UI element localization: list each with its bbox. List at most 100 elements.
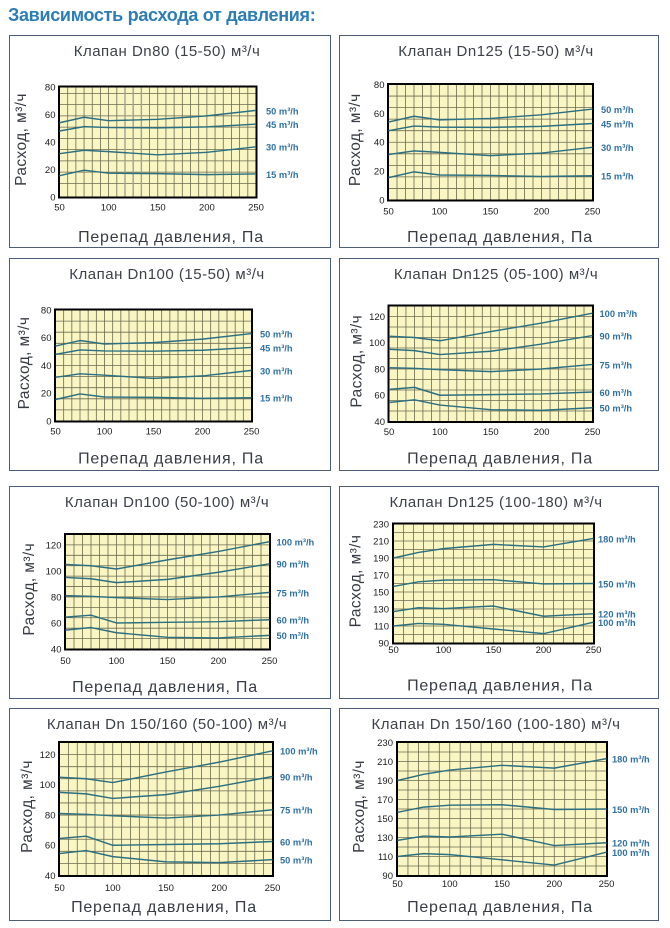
svg-text:60 m³/h: 60 m³/h <box>600 387 633 397</box>
svg-text:Расход, м³/ч: Расход, м³/ч <box>19 760 36 853</box>
svg-text:120: 120 <box>40 750 56 761</box>
svg-text:50: 50 <box>384 426 395 437</box>
svg-text:Расход, м³/ч: Расход, м³/ч <box>348 534 365 627</box>
svg-text:50: 50 <box>54 203 65 214</box>
svg-text:250: 250 <box>244 426 260 437</box>
svg-text:50 m³/h: 50 m³/h <box>266 106 299 116</box>
svg-text:230: 230 <box>377 738 393 749</box>
svg-text:100 m³/h: 100 m³/h <box>600 309 638 319</box>
svg-text:100: 100 <box>40 780 56 791</box>
svg-text:250: 250 <box>585 426 601 437</box>
svg-text:Клапан Dn 150/160 (100-180) м³: Клапан Dn 150/160 (100-180) м³/ч <box>372 716 621 733</box>
svg-text:80: 80 <box>41 305 52 316</box>
svg-text:75 m³/h: 75 m³/h <box>277 588 310 598</box>
svg-text:250: 250 <box>585 206 601 217</box>
svg-text:0: 0 <box>46 416 51 427</box>
svg-text:60: 60 <box>45 110 56 121</box>
svg-text:50: 50 <box>383 206 394 217</box>
svg-text:50: 50 <box>392 879 403 890</box>
svg-text:Перепад давления, Па: Перепад давления, Па <box>72 679 258 696</box>
svg-text:Клапан Dn125 (15-50) м³/ч: Клапан Dn125 (15-50) м³/ч <box>398 43 593 60</box>
svg-text:100: 100 <box>101 203 117 214</box>
svg-text:40: 40 <box>41 360 52 371</box>
svg-text:150: 150 <box>373 587 389 598</box>
svg-text:Перепад давления, Па: Перепад давления, Па <box>407 899 593 916</box>
svg-text:50: 50 <box>60 655 71 666</box>
svg-text:80: 80 <box>374 80 385 91</box>
svg-text:200: 200 <box>534 206 550 217</box>
svg-text:50 m³/h: 50 m³/h <box>277 631 310 641</box>
svg-text:40: 40 <box>374 138 385 149</box>
svg-text:60: 60 <box>374 390 385 401</box>
svg-text:40: 40 <box>374 416 385 427</box>
svg-text:90: 90 <box>382 871 393 882</box>
svg-text:Клапан Dn100 (15-50) м³/ч: Клапан Dn100 (15-50) м³/ч <box>69 266 264 283</box>
svg-text:Перепад давления, Па: Перепад давления, Па <box>407 450 593 467</box>
svg-text:120 m³/h: 120 m³/h <box>612 839 650 849</box>
svg-text:130: 130 <box>373 604 389 615</box>
svg-text:170: 170 <box>373 570 389 581</box>
svg-text:Клапан Dn100 (50-100) м³/ч: Клапан Dn100 (50-100) м³/ч <box>65 494 269 511</box>
svg-text:100 m³/h: 100 m³/h <box>598 618 636 628</box>
svg-text:150 m³/h: 150 m³/h <box>612 805 650 815</box>
svg-text:100: 100 <box>97 426 113 437</box>
svg-text:180 m³/h: 180 m³/h <box>598 534 636 544</box>
svg-text:15 m³/h: 15 m³/h <box>260 393 293 403</box>
svg-text:50: 50 <box>388 644 399 655</box>
svg-text:Перепад давления, Па: Перепад давления, Па <box>71 899 257 916</box>
svg-text:130: 130 <box>377 833 393 844</box>
svg-text:60: 60 <box>45 841 56 852</box>
svg-text:210: 210 <box>373 536 389 547</box>
svg-text:60: 60 <box>374 109 385 120</box>
svg-text:40: 40 <box>45 137 56 148</box>
svg-text:45 m³/h: 45 m³/h <box>260 343 293 353</box>
svg-text:30 m³/h: 30 m³/h <box>260 366 293 376</box>
svg-text:180 m³/h: 180 m³/h <box>612 755 650 765</box>
svg-text:Перепад давления, Па: Перепад давления, Па <box>78 450 264 467</box>
svg-text:120 m³/h: 120 m³/h <box>598 609 636 619</box>
svg-text:100 m³/h: 100 m³/h <box>280 747 318 757</box>
svg-text:20: 20 <box>45 165 56 176</box>
svg-text:150: 150 <box>483 426 499 437</box>
svg-text:200: 200 <box>534 426 550 437</box>
svg-text:200: 200 <box>546 879 562 890</box>
svg-text:120: 120 <box>369 311 385 322</box>
svg-text:75 m³/h: 75 m³/h <box>280 806 313 816</box>
svg-text:100: 100 <box>109 655 125 666</box>
svg-text:15 m³/h: 15 m³/h <box>266 170 299 180</box>
svg-text:50: 50 <box>50 426 61 437</box>
svg-text:0: 0 <box>50 192 55 203</box>
svg-text:250: 250 <box>265 883 281 894</box>
svg-text:50 m³/h: 50 m³/h <box>280 856 313 866</box>
svg-text:50 m³/h: 50 m³/h <box>601 105 634 115</box>
svg-text:Расход, м³/ч: Расход, м³/ч <box>13 93 30 186</box>
svg-text:60 m³/h: 60 m³/h <box>277 615 310 625</box>
svg-text:150: 150 <box>158 883 174 894</box>
svg-text:Расход, м³/ч: Расход, м³/ч <box>349 314 366 407</box>
svg-text:40: 40 <box>51 644 62 655</box>
svg-text:60: 60 <box>41 333 52 344</box>
svg-text:80: 80 <box>374 364 385 375</box>
svg-text:100 m³/h: 100 m³/h <box>277 537 315 547</box>
svg-text:Расход, м³/ч: Расход, м³/ч <box>21 542 38 635</box>
svg-text:150: 150 <box>150 203 166 214</box>
svg-text:90 m³/h: 90 m³/h <box>600 331 633 341</box>
svg-text:90 m³/h: 90 m³/h <box>280 772 313 782</box>
svg-text:100 m³/h: 100 m³/h <box>612 848 650 858</box>
svg-text:110: 110 <box>378 852 393 863</box>
svg-text:150: 150 <box>146 426 162 437</box>
svg-text:100: 100 <box>105 883 121 894</box>
svg-text:100: 100 <box>46 566 62 577</box>
svg-text:30 m³/h: 30 m³/h <box>266 143 299 153</box>
svg-text:200: 200 <box>199 203 215 214</box>
svg-text:Расход, м³/ч: Расход, м³/ч <box>351 760 368 853</box>
svg-text:250: 250 <box>262 655 278 666</box>
svg-text:210: 210 <box>377 757 393 768</box>
svg-text:30 m³/h: 30 m³/h <box>601 143 634 153</box>
svg-text:250: 250 <box>586 644 602 655</box>
svg-text:200: 200 <box>195 426 211 437</box>
svg-text:80: 80 <box>51 592 62 603</box>
svg-text:200: 200 <box>211 655 227 666</box>
svg-text:Клапан Dn 150/160 (50-100) м³/: Клапан Dn 150/160 (50-100) м³/ч <box>47 716 287 733</box>
svg-text:100: 100 <box>369 338 385 349</box>
